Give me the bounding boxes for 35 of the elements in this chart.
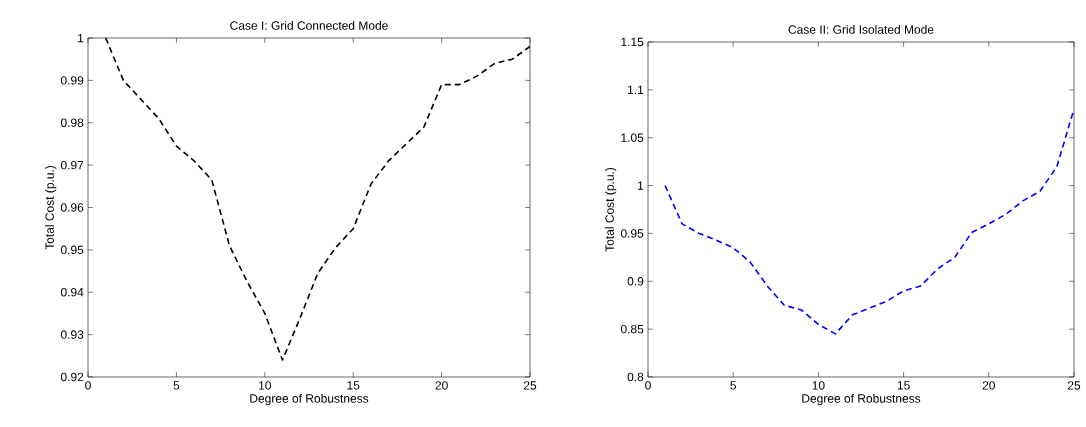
y-tick-label: 0.95 bbox=[620, 229, 644, 238]
y-axis-title: Total Cost (p.u.) bbox=[45, 165, 57, 250]
x-axis-title: Degree of Robustness bbox=[250, 393, 369, 406]
y-tick-label: 0.98 bbox=[60, 118, 84, 127]
x-tick-label: 20 bbox=[435, 381, 448, 390]
x-tick-label: 25 bbox=[1067, 381, 1081, 390]
x-tick-label: 0 bbox=[645, 381, 651, 390]
y-axis-title: Total Cost (p.u.) bbox=[605, 167, 617, 252]
x-tick-label: 0 bbox=[85, 381, 91, 390]
chart-title: Case I: Grid Connected Mode bbox=[230, 21, 388, 30]
x-tick-label: 10 bbox=[259, 381, 272, 390]
y-tick-label: 0.97 bbox=[60, 160, 84, 170]
y-tick-label: 0.85 bbox=[620, 324, 644, 334]
y-tick-label: 0.8 bbox=[627, 372, 644, 382]
y-tick-label: 1 bbox=[78, 33, 84, 43]
y-tick-label: 1.15 bbox=[621, 37, 644, 47]
y-tick-label: 0.95 bbox=[60, 245, 84, 255]
y-tick-label: 0.93 bbox=[60, 330, 84, 339]
x-tick-label: 25 bbox=[523, 381, 537, 390]
y-tick-label: 0.9 bbox=[627, 277, 644, 286]
y-tick-label: 0.92 bbox=[60, 372, 84, 382]
x-tick-label: 5 bbox=[730, 381, 737, 390]
x-axis-title: Degree of Robustness bbox=[802, 393, 921, 406]
x-tick-label: 15 bbox=[347, 381, 360, 390]
y-tick-label: 1.1 bbox=[628, 85, 644, 94]
y-tick-label: 1.05 bbox=[621, 133, 644, 142]
y-tick-label: 0.94 bbox=[60, 288, 84, 297]
y-tick-label: 0.96 bbox=[60, 203, 84, 212]
x-tick-label: 20 bbox=[982, 381, 996, 390]
y-tick-label: 0.99 bbox=[60, 76, 84, 85]
chart-title: Case II: Grid Isolated Mode bbox=[788, 24, 934, 34]
x-tick-label: 15 bbox=[897, 381, 910, 390]
x-tick-label: 10 bbox=[812, 381, 825, 390]
y-tick-label: 1 bbox=[638, 181, 644, 190]
x-tick-label: 5 bbox=[173, 381, 180, 390]
